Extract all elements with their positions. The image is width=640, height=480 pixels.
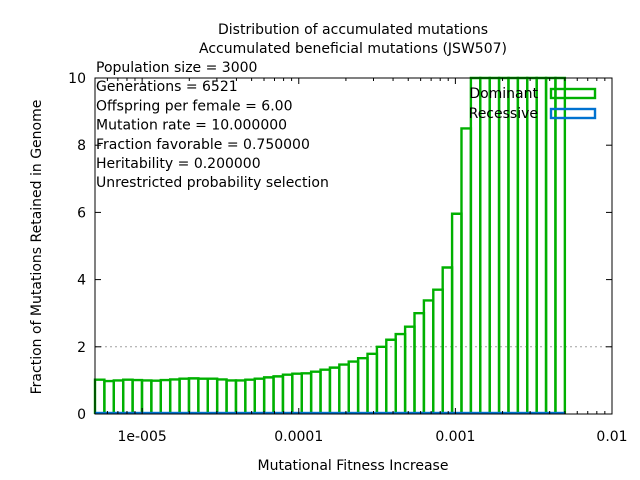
bar-dominant (225, 379, 238, 414)
bar-dominant (347, 360, 360, 414)
chart-title: Distribution of accumulated mutations (218, 22, 488, 38)
bar-dominant (187, 377, 200, 414)
x-tick-label: 0.01 (596, 429, 627, 445)
annotations: Population size = 3000 Generations = 6521… (96, 60, 329, 191)
bar-dominant (253, 377, 266, 414)
annotation-line: Fraction favorable = 0.750000 (96, 137, 310, 153)
bar-dominant (535, 76, 548, 414)
bar-dominant (366, 352, 379, 414)
bar-dominant (422, 299, 435, 414)
axes-layer (94, 77, 613, 415)
bar-dominant (121, 378, 134, 414)
x-tick-label: 0.001 (435, 429, 475, 445)
bar-dominant (479, 76, 491, 414)
bar-dominant (215, 378, 228, 414)
bar-dominant (441, 266, 454, 414)
bar-dominant (93, 378, 106, 414)
bar-dominant (375, 345, 388, 414)
bar-dominant (112, 379, 125, 414)
bar-dominant (206, 377, 219, 414)
bar-dominant (328, 366, 341, 414)
y-tick-label: 8 (77, 138, 86, 154)
bar-dominant (488, 76, 501, 414)
bar-dominant (385, 338, 397, 414)
bar-dominant (281, 373, 294, 414)
y-tick-label: 6 (77, 205, 86, 221)
bar-dominant (103, 379, 115, 414)
legend: Dominant Recessive (469, 86, 597, 122)
bar-dominant (150, 379, 162, 414)
bar-dominant (413, 312, 426, 414)
y-tick-label: 4 (77, 273, 86, 289)
bar-dominant (309, 370, 322, 414)
bar-dominant (460, 127, 473, 414)
legend-label: Recessive (469, 106, 538, 122)
bar-dominant (300, 372, 313, 414)
bar-dominant (197, 377, 209, 414)
bar-dominant (507, 76, 520, 414)
bar-dominant (319, 368, 332, 414)
bar-dominant (432, 288, 444, 414)
bar-dominant (497, 76, 510, 414)
bar-dominant (450, 212, 463, 414)
annotation-line: Offspring per female = 6.00 (96, 98, 292, 114)
bar-dominant (403, 325, 416, 414)
legend-swatch (549, 107, 597, 120)
bar-dominant (140, 379, 153, 414)
annotation-line: Population size = 3000 (96, 60, 257, 76)
bar-dominant (526, 76, 538, 414)
bar-dominant (178, 377, 191, 414)
bar-dominant (394, 332, 407, 414)
y-tick-label: 0 (77, 407, 86, 423)
bar-dominant (168, 378, 181, 414)
chart-subtitle: Accumulated beneficial mutations (JSW507… (199, 41, 507, 57)
bar-dominant (544, 76, 557, 414)
x-axis-label: Mutational Fitness Increase (258, 458, 449, 474)
x-tick-label: 1e-005 (117, 429, 166, 445)
bar-dominant (554, 76, 567, 414)
bar-dominant (356, 357, 369, 414)
bars-layer (93, 76, 567, 415)
bar-dominant (272, 375, 285, 414)
legend-label: Dominant (469, 86, 538, 102)
annotation-line: Heritability = 0.200000 (96, 156, 261, 172)
bar-dominant (159, 378, 172, 414)
bar-dominant (262, 376, 275, 414)
y-tick-label: 10 (68, 71, 86, 87)
y-axis-label: Fraction of Mutations Retained in Genome (29, 100, 45, 395)
ticks-layer: 0 2 4 6 8 10 1e-005 0.0001 0.001 0.01 (68, 71, 627, 445)
y-tick-label: 2 (77, 340, 86, 356)
bar-dominant (131, 378, 144, 414)
bar-dominant (338, 363, 350, 414)
bar-dominant (291, 372, 303, 414)
legend-swatch (549, 87, 597, 100)
x-tick-label: 0.0001 (274, 429, 323, 445)
bar-dominant (244, 378, 256, 414)
bar-dominant (516, 76, 529, 414)
annotation-line: Generations = 6521 (96, 79, 238, 95)
bar-dominant (234, 379, 247, 414)
annotation-line: Mutation rate = 10.000000 (96, 118, 287, 134)
bar-dominant (469, 76, 482, 414)
annotation-line: Unrestricted probability selection (96, 175, 329, 191)
plot-frame (94, 77, 613, 415)
